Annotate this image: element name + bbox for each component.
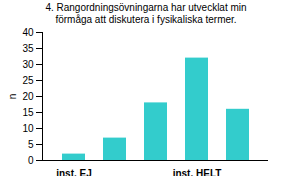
svg-text:5: 5	[28, 139, 34, 150]
svg-text:15: 15	[22, 107, 34, 118]
html-text:4. Rangordningsövningarna har: 4. Rangordningsövningarna har utvecklat …	[45, 2, 247, 25]
svg-text:inst. EJ: inst. EJ	[56, 168, 92, 176]
svg-text:0: 0	[28, 155, 34, 166]
svg-text:inst. HELT: inst. HELT	[173, 168, 222, 176]
svg-text:10: 10	[22, 123, 34, 134]
svg-text:30: 30	[22, 59, 34, 70]
svg-text:40: 40	[22, 27, 34, 38]
svg-text:25: 25	[22, 75, 34, 86]
svg-text:35: 35	[22, 43, 34, 54]
svg-text:n: n	[7, 94, 18, 100]
svg-text:20: 20	[22, 91, 34, 102]
